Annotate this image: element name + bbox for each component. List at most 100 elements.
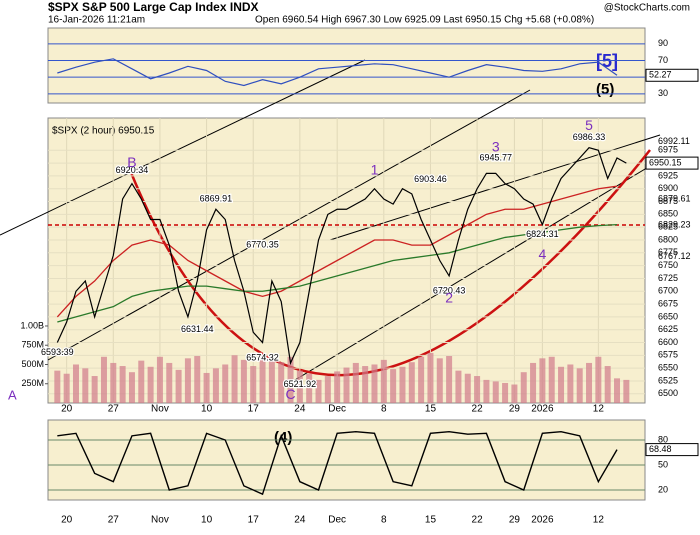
rsi-last: 52.27 [649,70,672,80]
volume-bar [614,378,621,403]
volume-bar [576,368,583,403]
x-tick-label: Dec [328,515,346,526]
volume-bar [604,366,611,403]
volume-bar [530,362,537,403]
price-side-label: 6879.61 [658,194,691,204]
x-tick-label: 10 [201,515,213,526]
wave-label: 5 [585,117,593,133]
x-tick-label: 29 [509,404,521,415]
x-tick-label: 29 [509,515,521,526]
x-tick-label: 8 [381,515,387,526]
volume-bar [511,384,518,403]
wave-label: B [127,154,136,170]
y-tick-label: 6600 [658,337,678,347]
volume-bar [175,369,182,403]
point-label: 6574.32 [246,352,279,362]
volume-bar [371,364,378,403]
wave-label: 3 [492,138,500,154]
volume-bar [343,367,350,403]
x-tick-label: Dec [328,404,346,415]
volume-bar [558,366,565,403]
volume-bar [586,362,593,403]
y-tick-label: 20 [658,484,668,494]
volume-bar [240,359,247,403]
x-tick-label: 12 [593,515,605,526]
stoch-last: 68.48 [649,444,672,454]
volume-bar [110,362,117,403]
x-tick-label: 20 [61,515,73,526]
volume-bar [222,364,229,403]
volume-bar [250,366,257,403]
volume-bar [203,372,210,403]
volume-bar [436,358,443,403]
volume-bar [502,382,509,403]
moving-average [56,185,618,318]
volume-bar [119,366,126,403]
point-label: 6903.46 [414,174,447,184]
wave-5-paren: (5) [596,81,614,98]
title: $SPX S&P 500 Large Cap Index INDX [48,0,259,14]
y-tick-label: 70 [658,55,668,65]
volume-bar [128,372,135,403]
point-label: 6770.35 [246,239,279,249]
point-label: 6521.92 [284,379,317,389]
volume-bar [259,353,266,403]
rsi-panel [47,27,646,104]
point-label: 6945.77 [479,152,512,162]
volume-bar [231,355,238,403]
rsi-line [57,58,618,87]
x-tick-label: 27 [108,404,120,415]
credit: @StockCharts.com [604,3,690,14]
volume-bar [100,356,107,403]
point-label: 6824.31 [526,229,559,239]
wave-a: A [8,387,17,402]
x-tick-label: 17 [248,404,260,415]
x-tick-label: Nov [151,515,169,526]
x-tick-label: 24 [294,515,306,526]
y-tick-label: 6700 [658,286,678,296]
price-last-box [645,156,699,170]
volume-bar [82,368,89,403]
point-label: 6920.34 [116,165,149,175]
y-tick-label: 50 [658,459,668,469]
y-tick-label: 80 [658,434,668,444]
wave-label: C [285,386,295,402]
price-side-label: 6829.23 [658,219,691,229]
x-tick-label: 8 [381,404,387,415]
volume-bar [380,359,387,403]
y-tick-label: 6650 [658,311,678,321]
price-last: 6950.15 [649,157,682,167]
volume-bar [474,376,481,403]
volume-bar [268,357,275,403]
x-tick-label: 15 [425,404,437,415]
x-tick-label: 22 [472,515,484,526]
moving-average [57,223,618,323]
y-tick-label: 6750 [658,260,678,270]
x-tick-label: 17 [248,515,260,526]
volume-bar [464,373,471,403]
wave-label: 4 [538,246,546,262]
volume-bar [166,362,173,403]
volume-bar [446,356,453,403]
volume-bar [91,376,98,403]
x-tick-label: 2026 [531,515,554,526]
y-tick-label: 6575 [658,350,678,360]
volume-bar [147,366,154,403]
volume-bar [296,370,303,403]
legend: $SPX (2 hour) 6950.15 [52,126,155,137]
volume-tick-label: 250M [21,378,44,388]
volume-bar [334,371,341,403]
point-label: 6593.39 [41,347,74,357]
price-side-label: 6992.11 [658,136,690,146]
y-tick-label: 30 [658,88,668,98]
volume-bar [418,356,425,403]
x-tick-label: 10 [201,404,213,415]
volume-bar [324,376,331,403]
volume-bar [539,358,546,403]
volume-bar [212,368,219,403]
price-panel [47,117,646,404]
volume-bar [408,362,415,403]
volume-bar [287,356,294,403]
volume-bar [483,379,490,403]
